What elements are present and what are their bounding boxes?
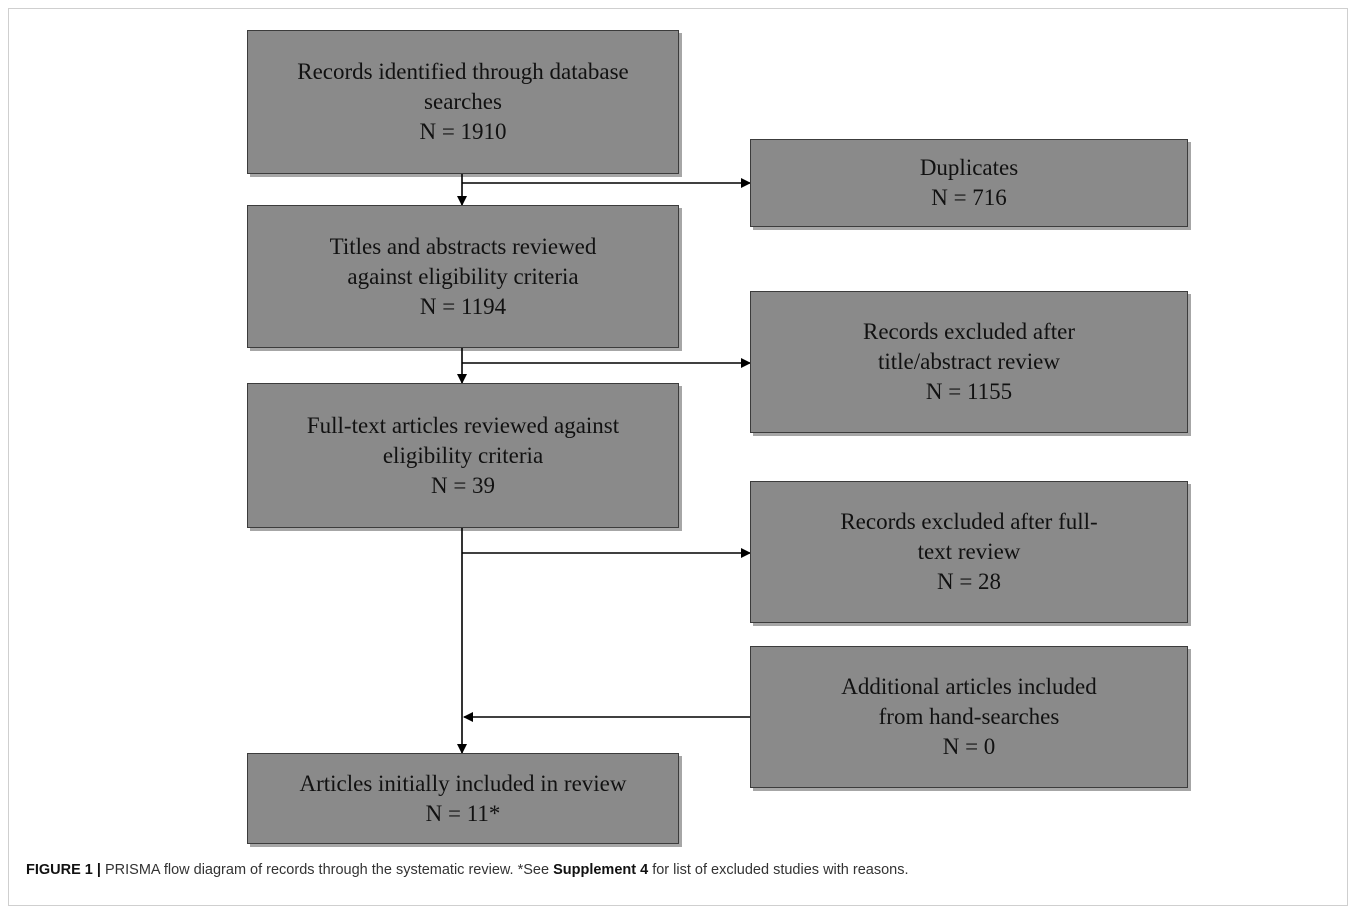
- box-line: N = 1194: [419, 293, 507, 319]
- box-line: Records excluded after: [862, 319, 1075, 344]
- box-duplicates: Duplicates N = 716: [750, 139, 1188, 227]
- figure-caption: FIGURE 1 | PRISMA flow diagram of record…: [26, 862, 1326, 878]
- box-full-text: Full-text articles reviewed against elig…: [247, 383, 679, 528]
- box-line: Articles initially included in review: [299, 770, 627, 796]
- box-excluded-title-abstract: Records excluded after title/abstract re…: [750, 291, 1188, 433]
- box-line: from hand-searches: [878, 704, 1060, 729]
- caption-label: FIGURE 1 |: [26, 862, 101, 878]
- box-line: Titles and abstracts reviewed: [329, 233, 597, 259]
- box-line: against eligibility criteria: [347, 263, 579, 289]
- box-line: Full-text articles reviewed against: [306, 412, 620, 438]
- box-line: N = 716: [931, 185, 1007, 210]
- box-line: title/abstract review: [877, 349, 1060, 374]
- box-line: eligibility criteria: [382, 442, 544, 468]
- box-titles-abstracts: Titles and abstracts reviewed against el…: [247, 205, 679, 348]
- caption-text-before: PRISMA flow diagram of records through t…: [100, 862, 554, 878]
- box-line: Records excluded after full-: [840, 509, 1098, 534]
- box-line: searches: [424, 89, 502, 114]
- box-additional-articles: Additional articles included from hand-s…: [750, 646, 1188, 788]
- box-line: N = 11*: [425, 800, 501, 826]
- box-line: Additional articles included: [841, 674, 1097, 699]
- caption-text-after: for list of excluded studies with reason…: [648, 862, 909, 878]
- caption-supplement-link[interactable]: Supplement 4: [553, 862, 649, 878]
- box-line: Duplicates: [919, 155, 1019, 180]
- box-line: N = 39: [430, 472, 496, 498]
- box-excluded-full-text: Records excluded after full- text review…: [750, 481, 1188, 623]
- box-line: Records identified through database: [297, 59, 629, 84]
- box-line: N = 1155: [925, 379, 1013, 404]
- box-records-identified: Records identified through database sear…: [247, 30, 679, 174]
- box-line: N = 28: [936, 569, 1002, 594]
- box-line: N = 1910: [419, 119, 507, 144]
- box-line: N = 0: [942, 734, 996, 759]
- box-articles-included: Articles initially included in review N …: [247, 753, 679, 844]
- box-line: text review: [917, 539, 1021, 564]
